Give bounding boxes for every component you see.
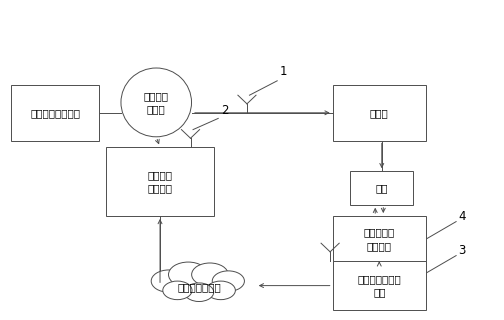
Text: 3: 3 <box>459 244 466 257</box>
Circle shape <box>212 271 244 291</box>
Text: 起重机: 起重机 <box>370 108 389 118</box>
Text: 1: 1 <box>280 65 287 78</box>
Circle shape <box>163 281 192 300</box>
Text: 短距离无线通信: 短距离无线通信 <box>177 282 221 292</box>
Text: 钳形电流
互感器: 钳形电流 互感器 <box>144 91 169 114</box>
Circle shape <box>151 270 186 292</box>
Text: 4: 4 <box>459 210 466 223</box>
Ellipse shape <box>121 68 192 137</box>
Bar <box>333 261 426 310</box>
Bar <box>11 85 99 141</box>
Text: 2: 2 <box>221 104 228 117</box>
Circle shape <box>206 281 235 300</box>
Bar <box>350 171 413 205</box>
Text: 载荷: 载荷 <box>375 183 388 193</box>
Circle shape <box>184 283 214 301</box>
Bar <box>106 147 214 216</box>
Text: 超声波实时
测距模块: 超声波实时 测距模块 <box>363 228 395 251</box>
Text: 制动信号
敏感电路: 制动信号 敏感电路 <box>148 170 172 193</box>
Bar <box>333 216 426 262</box>
Circle shape <box>192 263 228 286</box>
Text: 起重机电力控制柜: 起重机电力控制柜 <box>30 108 80 118</box>
Circle shape <box>168 262 208 287</box>
Bar <box>333 85 426 141</box>
Text: 制动下滑量检测
装置: 制动下滑量检测 装置 <box>357 274 401 297</box>
